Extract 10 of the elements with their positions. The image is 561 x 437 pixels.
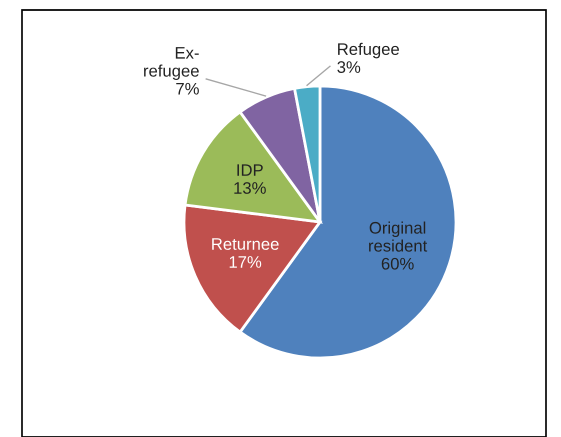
- data-label: 3%: [337, 61, 360, 73]
- slice-label: Ex-refugee: [144, 47, 199, 80]
- data-label: 17%: [230, 256, 262, 268]
- slice-label: Refugee: [338, 42, 399, 58]
- data-label: 60%: [382, 258, 414, 270]
- data-label: 13%: [234, 182, 266, 194]
- data-label: 7%: [176, 82, 199, 95]
- slice-label: Original resident: [369, 221, 428, 252]
- slice-label: Returnee: [212, 238, 279, 250]
- slice-label: IDP: [237, 164, 263, 176]
